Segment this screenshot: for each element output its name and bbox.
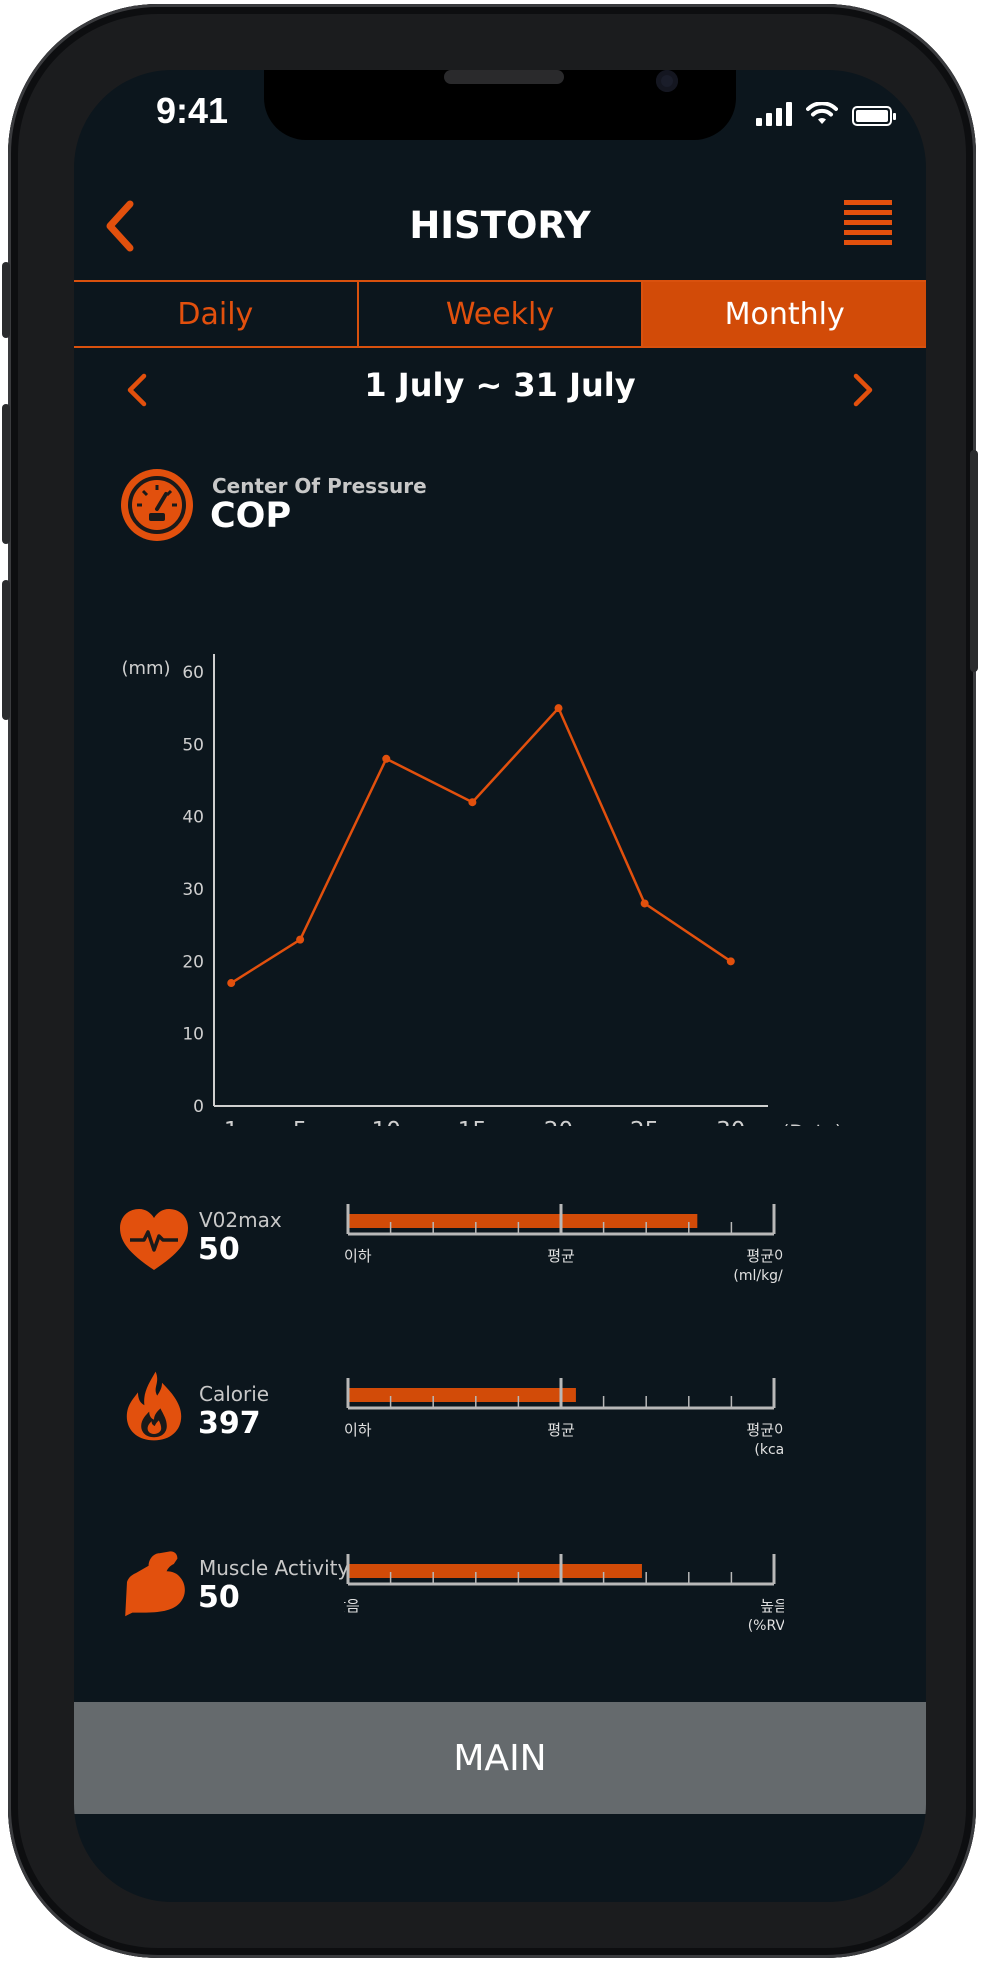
prev-period-chevron-icon[interactable]: [124, 372, 150, 408]
gauge-left-label: 평균이하: [344, 1421, 372, 1439]
cop-subtitle: Center Of Pressure: [212, 474, 427, 498]
period-tabs: Daily Weekly Monthly: [74, 280, 926, 348]
tab-weekly[interactable]: Weekly: [356, 282, 642, 346]
data-point: [726, 957, 735, 966]
data-point: [640, 899, 649, 908]
y-axis-label: (mm): [121, 658, 170, 679]
gauge-fill-bar: [348, 1564, 642, 1578]
muscle-activity-gauge: 낮음 높음 (%RVC): [344, 1554, 784, 1634]
metric-value-vo2max: 50: [198, 1232, 240, 1267]
y-tick-label: 60: [182, 663, 204, 683]
gauge-unit-label: (kcal): [754, 1442, 784, 1458]
x-tick-label: 15: [458, 1118, 487, 1126]
y-tick-label: 10: [182, 1025, 204, 1045]
x-tick-label: 30: [716, 1118, 745, 1126]
mute-switch: [2, 262, 10, 338]
cop-title: COP: [210, 496, 292, 536]
status-time: 9:41: [156, 90, 229, 131]
data-point: [296, 935, 305, 944]
metric-value-calorie: 397: [198, 1406, 261, 1441]
notch: [264, 70, 736, 140]
data-point: [227, 979, 236, 988]
y-tick-label: 20: [182, 952, 204, 972]
gauge-icon: [121, 469, 193, 541]
y-tick-label: 50: [182, 735, 204, 755]
gauge-unit-label: (%RVC): [748, 1618, 784, 1634]
metric-name-vo2max: V02max: [199, 1208, 282, 1232]
volume-down-button: [2, 580, 10, 720]
x-tick-label: 25: [630, 1118, 659, 1126]
battery-icon: [852, 106, 896, 126]
gauge-mid-label: 평균: [547, 1247, 575, 1265]
gauge-left-label: 평균이하: [344, 1247, 372, 1265]
phone-frame: 9:41 HISTORY Daily Weekly Monthly: [2, 4, 978, 1958]
status-icons: [756, 102, 896, 126]
x-tick-label: 5: [293, 1118, 308, 1126]
metric-name-calorie: Calorie: [199, 1382, 270, 1406]
gauge-mid-label: 평균: [547, 1421, 575, 1439]
gauge-right-label: 평균이상: [746, 1421, 784, 1439]
x-tick-label: 1: [224, 1118, 239, 1126]
menu-icon[interactable]: [844, 200, 892, 254]
back-chevron-icon[interactable]: [100, 198, 140, 254]
flame-icon: [126, 1371, 182, 1441]
gauge-unit-label: (ml/kg/min): [733, 1268, 784, 1284]
data-point: [554, 704, 563, 713]
flexed-bicep-icon: [125, 1551, 185, 1617]
y-tick-label: 0: [193, 1097, 204, 1117]
tab-daily[interactable]: Daily: [177, 296, 254, 332]
date-range-label: 1 July ~ 31 July: [364, 366, 636, 404]
gauge-left-label: 낮음: [344, 1597, 360, 1615]
app-screen: 9:41 HISTORY Daily Weekly Monthly: [74, 70, 926, 1902]
x-tick-label: 20: [544, 1118, 573, 1126]
page-title: HISTORY: [409, 204, 591, 247]
date-navigator: 1 July ~ 31 July: [74, 360, 926, 418]
main-button[interactable]: MAIN: [74, 1702, 926, 1814]
tab-monthly[interactable]: Monthly: [641, 282, 926, 346]
gauge-fill-bar: [348, 1388, 576, 1402]
metric-value-muscle-activity: 50: [198, 1580, 240, 1615]
next-period-chevron-icon[interactable]: [850, 372, 876, 408]
volume-up-button: [2, 404, 10, 544]
y-tick-label: 40: [182, 808, 204, 828]
gauge-right-label: 높음: [760, 1597, 784, 1615]
speaker-grille: [444, 70, 564, 84]
wifi-icon: [806, 102, 838, 124]
calorie-gauge: 평균이하 평균 평균이상 (kcal): [344, 1378, 784, 1458]
y-tick-label: 30: [182, 880, 204, 900]
data-point: [468, 798, 477, 807]
x-tick-label: 10: [372, 1118, 401, 1126]
x-axis-label: (Date): [782, 1121, 842, 1126]
power-button: [970, 450, 978, 672]
metric-name-muscle-activity: Muscle Activity: [199, 1556, 350, 1580]
vo2max-gauge: 평균이하 평균 평균이상 (ml/kg/min): [344, 1204, 784, 1284]
gauge-fill-bar: [348, 1214, 698, 1228]
signal-icon: [756, 102, 792, 126]
cop-series-line: [230, 705, 732, 985]
gauge-right-label: 평균이상: [746, 1247, 784, 1265]
data-point: [382, 754, 391, 763]
front-camera: [656, 70, 678, 92]
heart-rate-icon: [120, 1209, 188, 1270]
